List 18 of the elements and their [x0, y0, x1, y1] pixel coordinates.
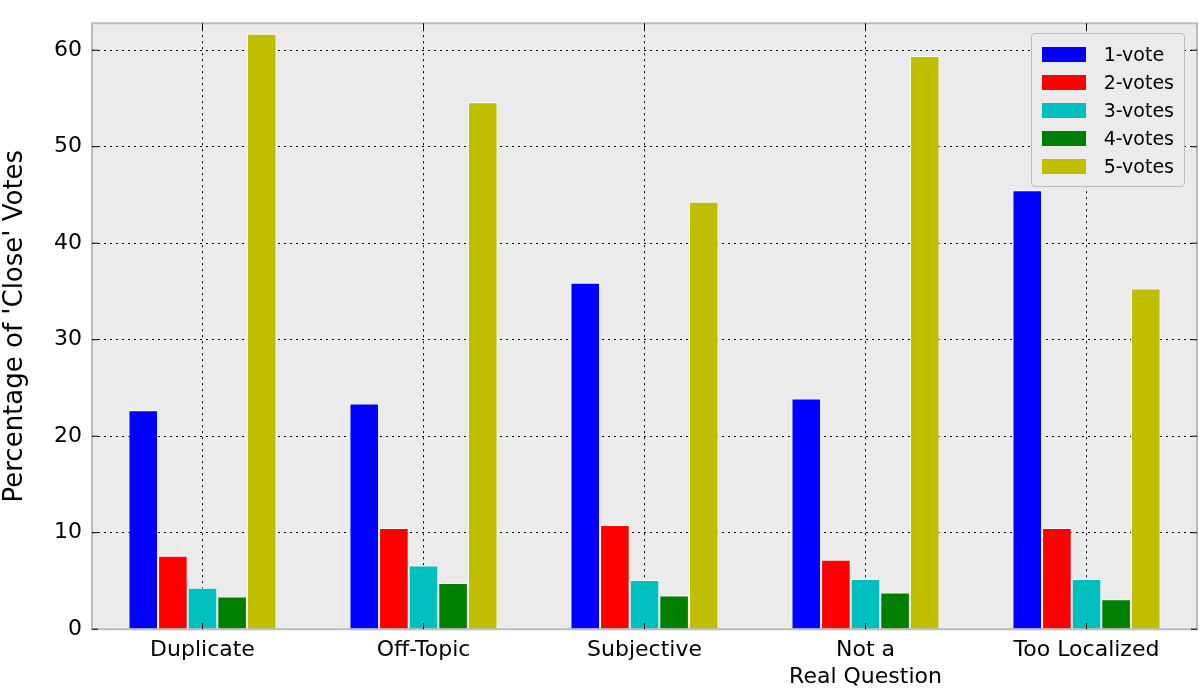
- legend-label: 2-votes: [1103, 71, 1174, 94]
- x-tick-label: Off-Topic: [376, 636, 471, 662]
- legend-label: 1-vote: [1103, 43, 1165, 66]
- x-tick-label: Subjective: [587, 636, 702, 662]
- y-tick-label: 0: [68, 614, 82, 640]
- legend-label: 3-votes: [1103, 99, 1174, 122]
- x-tick-label: Duplicate: [150, 636, 255, 662]
- y-tick-label: 30: [54, 325, 82, 351]
- x-tick-label: Not a Real Question: [789, 636, 942, 688]
- x-tick-label: Too Localized: [1012, 636, 1160, 662]
- y-tick-label: 50: [54, 132, 82, 158]
- y-tick-label: 20: [54, 421, 82, 447]
- y-tick-label: 10: [54, 518, 82, 544]
- y-tick-label: 40: [54, 228, 82, 254]
- y-tick-label: 60: [54, 35, 82, 61]
- y-axis-title: Percentage of 'Close' Votes: [0, 149, 29, 503]
- legend-label: 4-votes: [1103, 127, 1174, 150]
- legend-label: 5-votes: [1103, 155, 1174, 178]
